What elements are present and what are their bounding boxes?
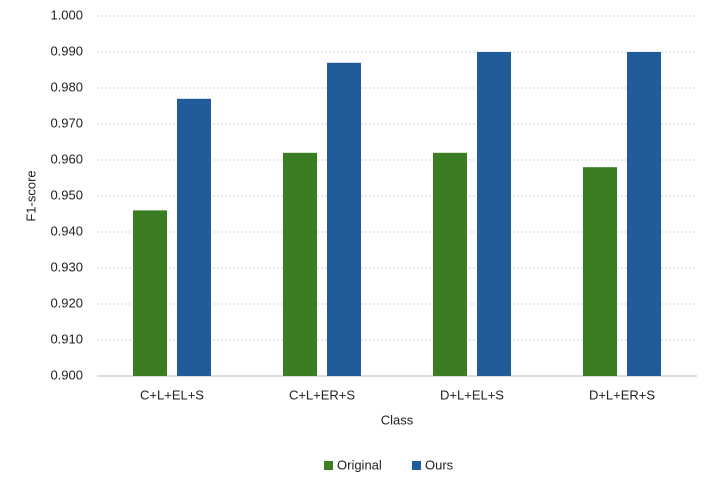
legend-label: Ours (425, 457, 454, 472)
y-tick-label: 0.990 (50, 43, 83, 58)
bar (477, 52, 511, 376)
y-tick-label: 0.950 (50, 187, 83, 202)
y-tick-label: 1.000 (50, 7, 83, 22)
bar (583, 167, 617, 376)
legend-swatch (412, 461, 421, 470)
y-tick-label: 0.910 (50, 331, 83, 346)
y-tick-label: 0.960 (50, 151, 83, 166)
bar (133, 210, 167, 376)
y-tick-label: 0.930 (50, 259, 83, 274)
y-tick-label: 0.920 (50, 295, 83, 310)
bar (177, 98, 211, 377)
y-tick-label: 0.900 (50, 367, 83, 382)
x-tick-label: D+L+EL+S (440, 387, 504, 402)
x-axis-title: Class (381, 412, 414, 427)
legend-label: Original (337, 457, 382, 472)
bar (627, 52, 661, 376)
y-tick-label: 0.940 (50, 223, 83, 238)
bar (327, 62, 361, 377)
y-tick-label: 0.970 (50, 115, 83, 130)
bar (283, 152, 317, 376)
y-tick-label: 0.980 (50, 79, 83, 94)
x-tick-label: C+L+ER+S (289, 387, 355, 402)
x-tick-label: C+L+EL+S (140, 387, 204, 402)
x-tick-label: D+L+ER+S (589, 387, 655, 402)
bar (433, 152, 467, 376)
legend-swatch (324, 461, 333, 470)
y-axis-title: F1-score (23, 170, 38, 221)
